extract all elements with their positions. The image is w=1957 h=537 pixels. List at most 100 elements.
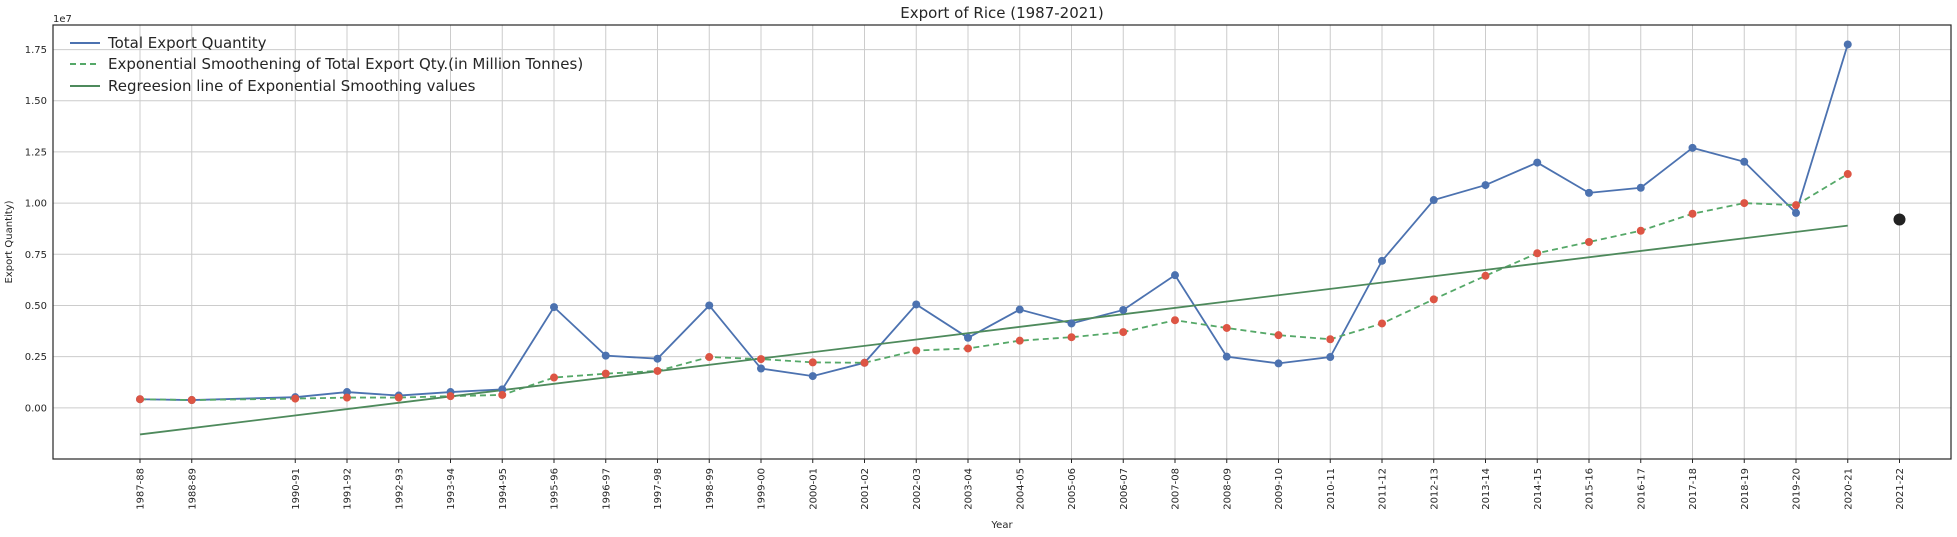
data-point-series-1 — [291, 394, 300, 403]
legend: Total Export Quantity Exponential Smooth… — [70, 34, 583, 95]
data-point-series-0 — [1740, 157, 1749, 166]
x-tick-label: 1999-00 — [757, 468, 768, 510]
y-tick-label: 1.00 — [25, 199, 47, 210]
legend-label-smoothing: Exponential Smoothening of Total Export … — [108, 55, 583, 73]
x-tick-label: 2003-04 — [964, 468, 975, 510]
x-tick-label: 1993-94 — [446, 468, 457, 510]
data-point-series-1 — [187, 396, 196, 405]
x-tick-label: 2010-11 — [1326, 468, 1337, 510]
data-point-series-1 — [912, 346, 921, 355]
y-ticks: 0.00 0.25 0.50 0.75 1.00 1.25 1.50 1.75 — [25, 45, 47, 414]
data-point-series-1 — [1067, 333, 1076, 342]
x-tick-label: 2019-20 — [1792, 468, 1803, 510]
data-point-series-0 — [1481, 181, 1490, 190]
y-tick-label: 0.50 — [25, 301, 47, 312]
x-tick-label: 2018-19 — [1740, 468, 1751, 510]
data-point-series-0 — [1843, 40, 1852, 49]
plot-background — [53, 25, 1951, 459]
data-point-series-0 — [1378, 256, 1386, 265]
data-point-series-0 — [1171, 271, 1179, 280]
data-point-series-1 — [1222, 323, 1231, 332]
x-tick-label: 2005-06 — [1067, 468, 1078, 510]
data-point-series-1 — [1326, 335, 1335, 344]
data-point-series-0 — [1222, 352, 1231, 361]
data-point-series-0 — [705, 301, 714, 310]
data-point-series-1 — [1533, 249, 1542, 258]
x-tick-label: 2011-12 — [1378, 468, 1389, 510]
forecast-point — [1893, 213, 1906, 226]
data-point-series-0 — [1015, 305, 1024, 314]
x-tick-label: 2002-03 — [912, 468, 923, 510]
data-point-series-1 — [808, 358, 817, 367]
x-tick-label: 1988-89 — [187, 468, 198, 510]
data-point-series-0 — [1119, 305, 1128, 314]
data-point-series-1 — [498, 390, 507, 399]
data-point-series-1 — [394, 393, 403, 402]
x-tick-label: 1987-88 — [136, 468, 147, 510]
data-point-series-0 — [757, 364, 765, 373]
data-point-series-0 — [1326, 353, 1335, 362]
y-tick-label: 0.75 — [25, 250, 47, 261]
legend-label-regression: Regreesion line of Exponential Smoothing… — [108, 77, 476, 95]
data-point-series-0 — [498, 385, 507, 394]
x-axis-label: Year — [990, 520, 1013, 531]
data-point-series-1 — [1843, 170, 1852, 179]
data-point-series-1 — [1740, 199, 1749, 208]
series-line-1 — [139, 173, 1849, 401]
x-tick-label: 2004-05 — [1015, 468, 1026, 510]
series-layer — [136, 40, 1906, 436]
data-point-series-0 — [550, 303, 558, 312]
data-point-series-0 — [1274, 359, 1283, 368]
data-point-series-0 — [1429, 196, 1438, 205]
data-point-series-1 — [1378, 319, 1386, 328]
x-tick-label: 2016-17 — [1636, 468, 1647, 510]
data-point-series-0 — [808, 372, 817, 381]
y-tick-label: 1.75 — [25, 45, 47, 56]
data-point-series-1 — [1792, 201, 1800, 210]
data-point-series-1 — [446, 392, 455, 401]
data-point-series-1 — [601, 369, 610, 378]
x-ticks: 1987-88 1988-89 1990-91 1991-92 1992-93 1993-… — [136, 459, 1906, 510]
data-point-series-0 — [1585, 188, 1593, 197]
data-point-series-1 — [1481, 271, 1490, 280]
data-point-series-0 — [912, 300, 921, 309]
data-point-series-0 — [964, 333, 972, 342]
data-point-series-1 — [550, 373, 558, 382]
data-point-series-1 — [860, 358, 869, 367]
chart-title: Export of Rice (1987-2021) — [900, 4, 1103, 22]
y-tick-label: 1.25 — [25, 147, 47, 158]
x-tick-label: 2020-21 — [1843, 468, 1854, 510]
y-tick-label: 1.50 — [25, 96, 47, 107]
data-point-series-0 — [1688, 143, 1697, 152]
data-point-series-1 — [136, 395, 144, 404]
x-tick-label: 2015-16 — [1585, 468, 1596, 510]
x-tick-label: 1995-96 — [550, 468, 561, 510]
plot-frame — [52, 24, 1952, 460]
legend-label-total: Total Export Quantity — [107, 34, 267, 52]
data-point-series-1 — [964, 344, 972, 353]
data-point-series-1 — [1429, 295, 1438, 304]
x-tick-label: 2021-22 — [1895, 468, 1906, 510]
data-point-series-1 — [343, 393, 351, 402]
x-tick-label: 1997-98 — [653, 468, 664, 510]
data-point-series-1 — [1274, 331, 1283, 340]
x-tick-label: 2000-01 — [808, 468, 819, 510]
data-point-series-1 — [1688, 209, 1697, 218]
data-point-series-1 — [1636, 226, 1645, 235]
x-tick-label: 2006-07 — [1119, 468, 1130, 510]
x-tick-label: 2012-13 — [1429, 468, 1440, 510]
y-tick-label: 0.25 — [25, 352, 47, 363]
y-offset-text: 1e7 — [53, 14, 72, 25]
data-point-series-0 — [1067, 319, 1076, 328]
data-point-series-0 — [343, 388, 351, 397]
data-point-series-1 — [1015, 336, 1024, 345]
data-point-series-1 — [653, 366, 662, 375]
data-point-series-1 — [705, 353, 714, 362]
x-tick-label: 1998-99 — [705, 468, 716, 510]
x-tick-label: 2014-15 — [1533, 468, 1544, 510]
x-tick-label: 2007-08 — [1171, 468, 1182, 510]
x-tick-label: 2008-09 — [1222, 468, 1233, 510]
data-point-series-1 — [1171, 316, 1179, 325]
x-tick-label: 1992-93 — [394, 468, 405, 510]
data-point-series-0 — [1533, 158, 1542, 167]
